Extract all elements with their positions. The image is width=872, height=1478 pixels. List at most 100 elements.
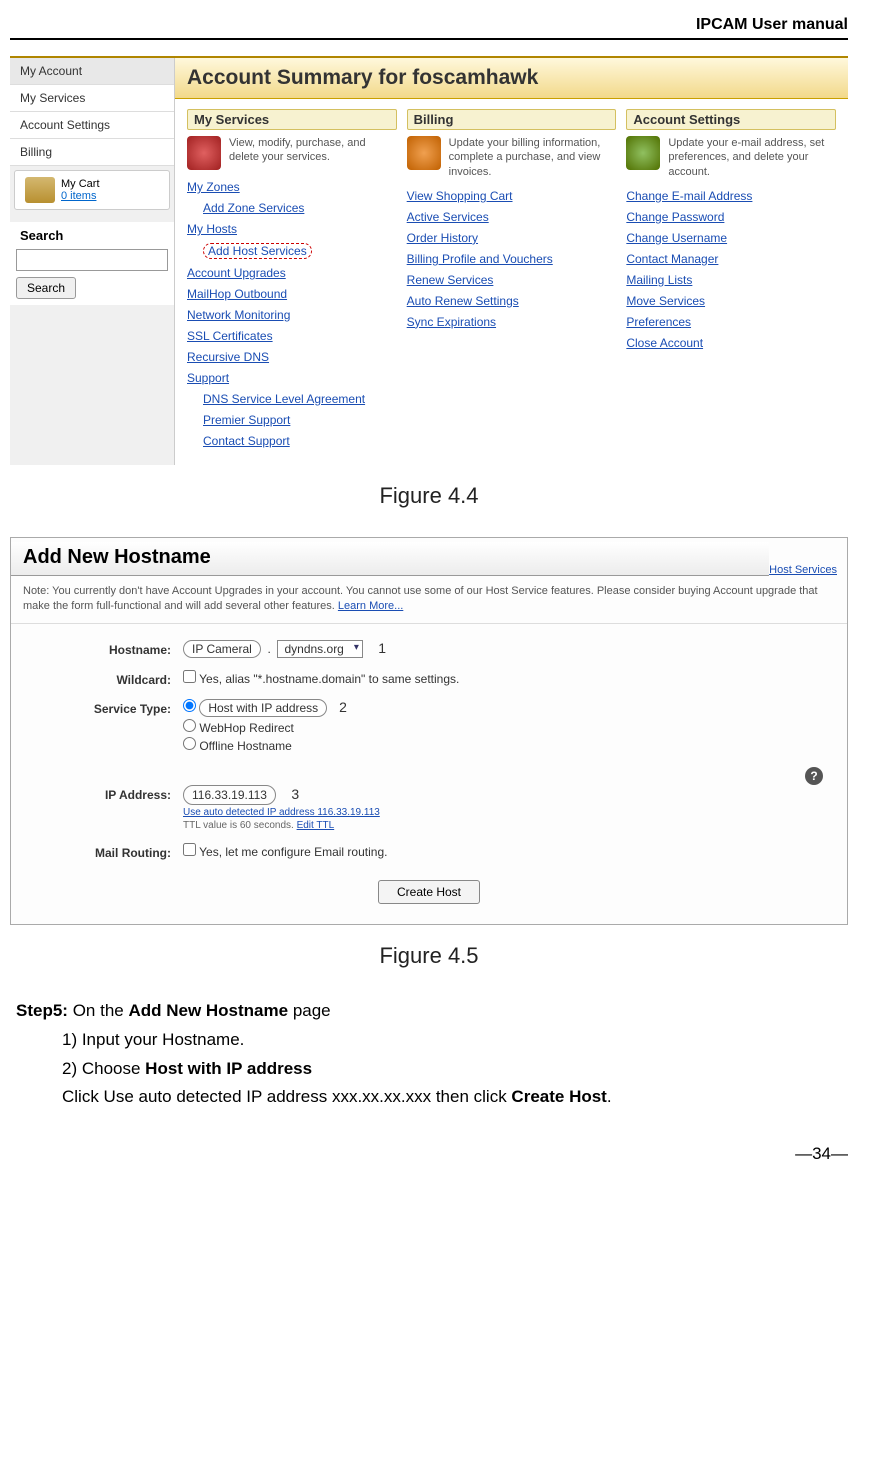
figure-4-4: My Account My Services Account Settings … bbox=[10, 56, 848, 465]
link-mailhop-outbound[interactable]: MailHop Outbound bbox=[187, 287, 397, 301]
link-premier-support[interactable]: Premier Support bbox=[203, 413, 397, 427]
instruction-2-pre: 2) Choose bbox=[62, 1059, 145, 1078]
link-renew-services[interactable]: Renew Services bbox=[407, 273, 617, 287]
wildcard-checkbox[interactable] bbox=[183, 670, 196, 683]
learn-more-link[interactable]: Learn More... bbox=[338, 600, 403, 612]
cart-icon bbox=[25, 177, 55, 203]
step5-bold: Add New Hostname bbox=[128, 1001, 288, 1020]
col-desc-my-services: View, modify, purchase, and delete your … bbox=[229, 136, 397, 170]
row-hostname: Hostname: IP Cameral . dyndns.org 1 bbox=[23, 640, 835, 658]
cart-label: My Cart bbox=[61, 178, 100, 190]
create-host-row: Create Host bbox=[23, 880, 835, 904]
col-head-account: Account Settings bbox=[633, 112, 740, 127]
ip-address-input[interactable]: 116.33.19.113 bbox=[183, 785, 276, 805]
sidebar-item-my-account[interactable]: My Account bbox=[10, 58, 174, 85]
search-input[interactable] bbox=[16, 249, 168, 271]
create-host-button[interactable]: Create Host bbox=[378, 880, 480, 904]
mail-routing-text: Yes, let me configure Email routing. bbox=[199, 845, 387, 859]
sidebar-item-billing[interactable]: Billing bbox=[10, 139, 174, 166]
figure-4-5-caption: Figure 4.5 bbox=[10, 943, 848, 969]
link-close-account[interactable]: Close Account bbox=[626, 336, 836, 350]
sidebar: My Account My Services Account Settings … bbox=[10, 58, 175, 465]
radio-host-ip[interactable] bbox=[183, 699, 196, 712]
link-preferences[interactable]: Preferences bbox=[626, 315, 836, 329]
cart-text: My Cart 0 items bbox=[61, 178, 100, 202]
link-add-host-services[interactable]: Add Host Services bbox=[203, 243, 397, 259]
row-ip-address: IP Address: 116.33.19.113 3 Use auto det… bbox=[23, 785, 835, 831]
sidebar-item-account-settings[interactable]: Account Settings bbox=[10, 112, 174, 139]
radio-offline[interactable] bbox=[183, 737, 196, 750]
upgrade-note-text: Note: You currently don't have Account U… bbox=[23, 585, 818, 612]
col-desc-billing: Update your billing information, complet… bbox=[449, 136, 617, 179]
service-offline: Offline Hostname bbox=[199, 739, 292, 753]
figure-4-5: Add New Hostname Host Services Note: You… bbox=[10, 537, 848, 925]
label-ip-address: IP Address: bbox=[23, 785, 183, 802]
instruction-text: Step5: On the Add New Hostname page 1) I… bbox=[10, 997, 848, 1113]
link-support[interactable]: Support bbox=[187, 371, 397, 385]
edit-ttl-link[interactable]: Edit TTL bbox=[297, 820, 335, 831]
link-dns-service-level-agreement[interactable]: DNS Service Level Agreement bbox=[203, 392, 397, 406]
account-summary-title: Account Summary for foscamhawk bbox=[175, 58, 848, 99]
link-auto-renew-settings[interactable]: Auto Renew Settings bbox=[407, 294, 617, 308]
step-number-1: 1 bbox=[378, 640, 386, 656]
col-my-services: My Services View, modify, purchase, and … bbox=[187, 109, 397, 455]
link-contact-support[interactable]: Contact Support bbox=[203, 434, 397, 448]
ttl-text: TTL value is 60 seconds. bbox=[183, 820, 297, 831]
host-services-link[interactable]: Host Services bbox=[769, 564, 837, 576]
col-desc-account: Update your e-mail address, set preferen… bbox=[668, 136, 836, 179]
link-change-password[interactable]: Change Password bbox=[626, 210, 836, 224]
instruction-click-pre: Click Use auto detected IP address xxx.x… bbox=[62, 1087, 511, 1106]
link-recursive-dns[interactable]: Recursive DNS bbox=[187, 350, 397, 364]
auto-detect-ip-link[interactable]: Use auto detected IP address 116.33.19.1… bbox=[183, 807, 835, 818]
figure-4-4-caption: Figure 4.4 bbox=[10, 483, 848, 509]
link-billing-profile-and-vouchers[interactable]: Billing Profile and Vouchers bbox=[407, 252, 617, 266]
row-mail-routing: Mail Routing: Yes, let me configure Emai… bbox=[23, 843, 835, 860]
instruction-1: 1) Input your Hostname. bbox=[62, 1026, 848, 1055]
col-billing: Billing Update your billing information,… bbox=[407, 109, 617, 455]
link-change-e-mail-address[interactable]: Change E-mail Address bbox=[626, 189, 836, 203]
link-account-upgrades[interactable]: Account Upgrades bbox=[187, 266, 397, 280]
link-view-shopping-cart[interactable]: View Shopping Cart bbox=[407, 189, 617, 203]
link-active-services[interactable]: Active Services bbox=[407, 210, 617, 224]
instruction-2-bold: Host with IP address bbox=[145, 1059, 312, 1078]
link-change-username[interactable]: Change Username bbox=[626, 231, 836, 245]
link-order-history[interactable]: Order History bbox=[407, 231, 617, 245]
link-sync-expirations[interactable]: Sync Expirations bbox=[407, 315, 617, 329]
add-hostname-header: Add New Hostname bbox=[11, 542, 769, 576]
col-links-account: Change E-mail Address Change Password Chan… bbox=[626, 189, 836, 350]
link-my-zones[interactable]: My Zones bbox=[187, 180, 397, 194]
instruction-click-bold: Create Host bbox=[511, 1087, 606, 1106]
search-section: Search Search bbox=[10, 222, 174, 305]
my-cart-box[interactable]: My Cart 0 items bbox=[14, 170, 170, 210]
row-wildcard: Wildcard: Yes, alias "*.hostname.domain"… bbox=[23, 670, 835, 687]
upgrade-note: Note: You currently don't have Account U… bbox=[11, 576, 847, 624]
link-move-services[interactable]: Move Services bbox=[626, 294, 836, 308]
label-service-type: Service Type: bbox=[23, 699, 183, 716]
radio-webhop[interactable] bbox=[183, 719, 196, 732]
search-button[interactable]: Search bbox=[16, 277, 76, 299]
link-contact-manager[interactable]: Contact Manager bbox=[626, 252, 836, 266]
col-account-settings: Account Settings Update your e-mail addr… bbox=[626, 109, 836, 455]
label-hostname: Hostname: bbox=[23, 640, 183, 657]
link-ssl-certificates[interactable]: SSL Certificates bbox=[187, 329, 397, 343]
col-head-billing: Billing bbox=[414, 112, 454, 127]
link-my-hosts[interactable]: My Hosts bbox=[187, 222, 397, 236]
page-number: —34— bbox=[10, 1144, 848, 1164]
hostname-input[interactable]: IP Cameral bbox=[183, 640, 261, 658]
domain-select[interactable]: dyndns.org bbox=[277, 640, 362, 658]
link-mailing-lists[interactable]: Mailing Lists bbox=[626, 273, 836, 287]
step5-label: Step5: bbox=[16, 1001, 68, 1020]
main-content: Account Summary for foscamhawk My Servic… bbox=[175, 58, 848, 465]
step-number-3: 3 bbox=[291, 786, 299, 802]
col-links-billing: View Shopping Cart Active Services Order H… bbox=[407, 189, 617, 329]
cart-items-link[interactable]: 0 items bbox=[61, 190, 100, 202]
services-icon bbox=[187, 136, 221, 170]
row-service-type: Service Type: Host with IP address2 WebH… bbox=[23, 699, 835, 755]
sidebar-item-my-services[interactable]: My Services bbox=[10, 85, 174, 112]
mail-routing-checkbox[interactable] bbox=[183, 843, 196, 856]
col-links-services: My Zones Add Zone Services My Hosts Add Hos… bbox=[187, 180, 397, 448]
link-add-zone-services[interactable]: Add Zone Services bbox=[203, 201, 397, 215]
link-network-monitoring[interactable]: Network Monitoring bbox=[187, 308, 397, 322]
step5-text-1: On the bbox=[68, 1001, 128, 1020]
help-icon[interactable]: ? bbox=[805, 767, 823, 785]
